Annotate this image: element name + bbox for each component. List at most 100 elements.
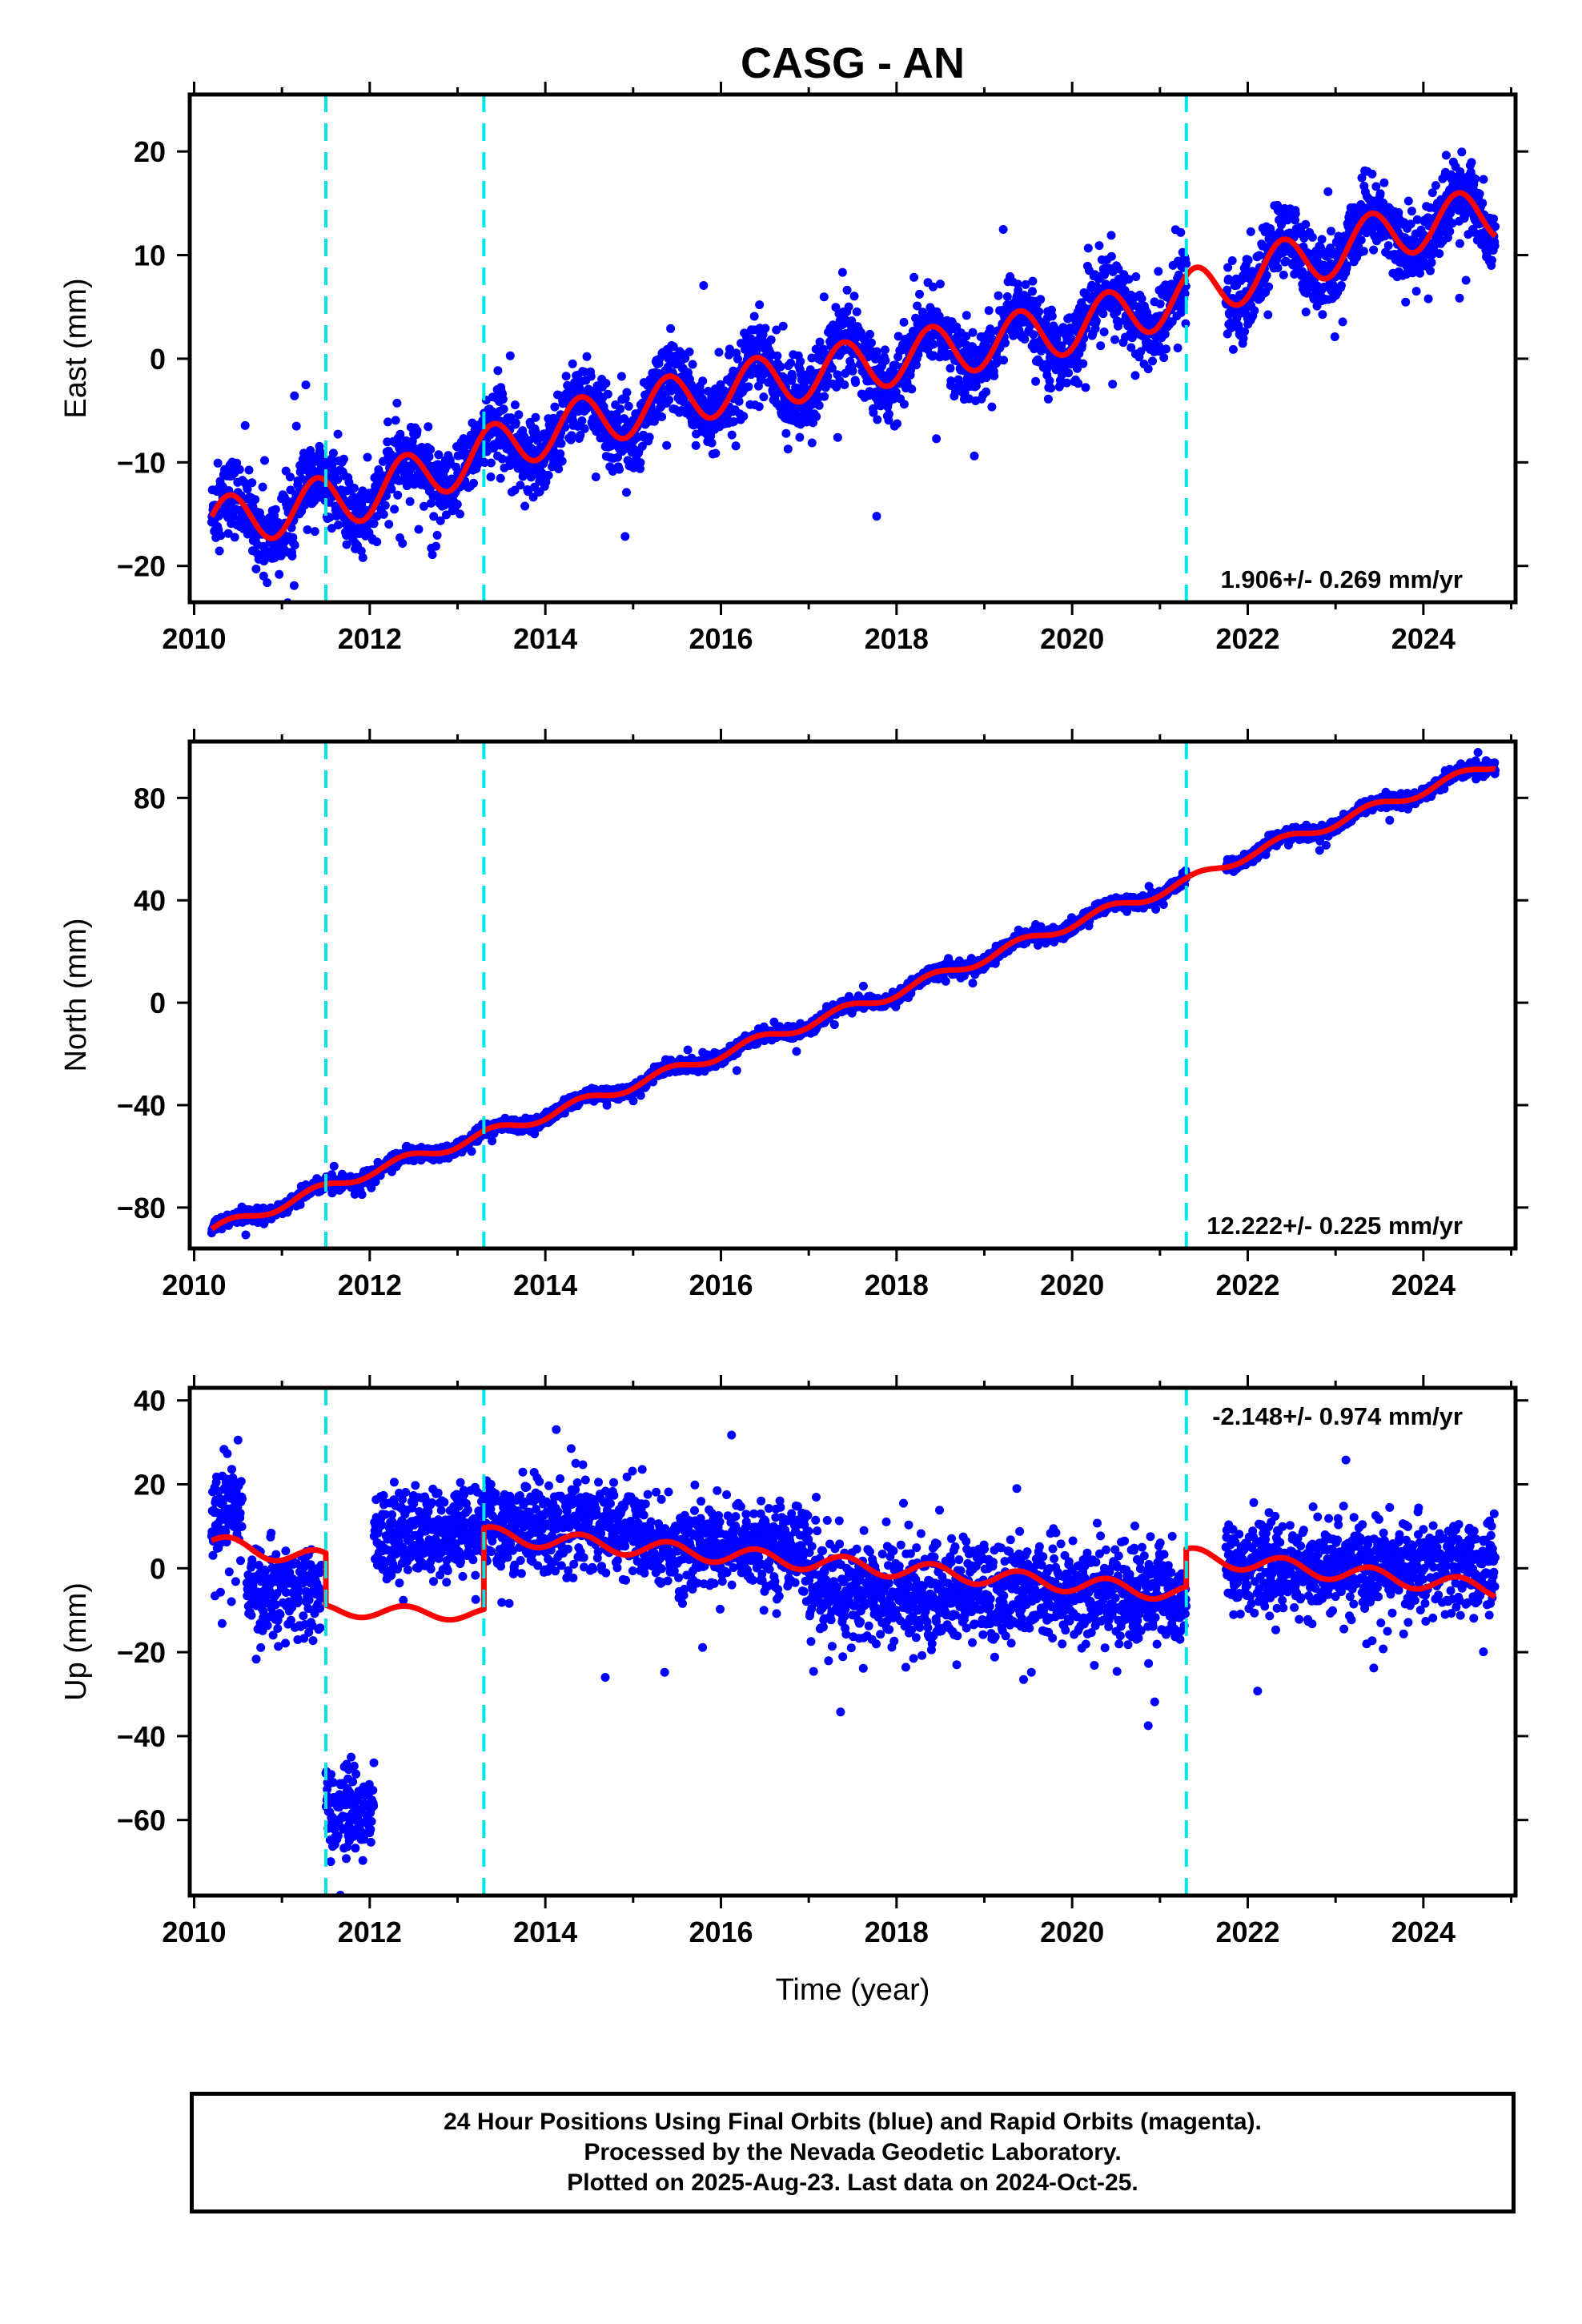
data-point: [579, 367, 588, 376]
data-point: [819, 292, 829, 302]
data-point: [911, 360, 921, 370]
data-point: [349, 484, 359, 493]
data-point: [1489, 214, 1498, 223]
data-point: [684, 368, 693, 377]
data-point: [624, 401, 633, 411]
data-point: [1098, 309, 1108, 319]
data-point: [344, 477, 354, 487]
data-point: [893, 332, 903, 341]
data-point: [290, 541, 299, 550]
data-point: [356, 546, 366, 556]
data-point: [333, 429, 343, 439]
data-point: [469, 478, 478, 488]
data-point: [263, 578, 272, 588]
data-point: [881, 356, 890, 365]
data-point: [739, 412, 749, 421]
data-point: [1375, 189, 1385, 199]
data-point: [1074, 379, 1083, 388]
data-point: [731, 441, 741, 451]
data-point: [796, 356, 805, 366]
data-point: [563, 380, 572, 390]
data-point: [303, 525, 312, 534]
data-point: [405, 497, 415, 506]
north-panel: 2010 2012 2014 2016 2018 2020 2022 2024−80−4004…: [59, 729, 1528, 1301]
data-point: [392, 398, 402, 408]
data-point: [216, 531, 226, 541]
data-point: [778, 321, 788, 331]
data-point: [865, 387, 874, 396]
data-point: [1318, 310, 1327, 320]
data-point: [814, 400, 824, 410]
x-tick-label: 2016: [689, 622, 753, 655]
data-point: [872, 512, 881, 521]
data-point: [1330, 332, 1339, 341]
x-tick-label: 2012: [338, 622, 402, 655]
data-point: [339, 454, 348, 464]
data-point: [688, 360, 697, 369]
data-point: [1100, 270, 1109, 279]
data-point: [840, 380, 849, 389]
data-point: [873, 415, 882, 424]
data-point: [567, 431, 576, 440]
data-point: [1479, 175, 1488, 184]
data-point: [1467, 158, 1476, 167]
data-point: [1427, 258, 1436, 267]
data-point: [1317, 235, 1327, 244]
data-point: [628, 463, 638, 472]
data-point: [260, 456, 269, 465]
data-point: [215, 546, 224, 556]
data-point: [1045, 376, 1054, 385]
y-tick-label: 0: [150, 343, 166, 376]
data-point: [1431, 181, 1440, 191]
data-point: [786, 358, 796, 368]
data-point: [497, 454, 507, 464]
data-point: [577, 416, 587, 425]
data-point: [833, 432, 842, 442]
data-point: [962, 311, 971, 320]
data-point: [1488, 255, 1496, 265]
y-tick-label: 10: [134, 239, 166, 272]
data-point: [795, 432, 805, 442]
data-point: [691, 440, 701, 450]
data-point: [913, 301, 922, 311]
data-point: [582, 352, 592, 361]
data-point: [1155, 300, 1165, 308]
data-point: [499, 404, 508, 414]
data-point: [1423, 294, 1433, 304]
data-point: [685, 347, 694, 356]
data-point: [452, 500, 462, 509]
data-point: [544, 471, 553, 480]
data-point: [1263, 310, 1273, 320]
data-point: [531, 412, 540, 422]
data-point: [259, 571, 268, 581]
data-point: [383, 417, 392, 427]
data-point: [881, 345, 889, 355]
data-point: [714, 348, 724, 357]
observation-points: [207, 147, 1500, 602]
data-point: [867, 338, 876, 348]
data-point: [241, 1230, 251, 1240]
data-point: [424, 422, 433, 432]
data-point: [380, 501, 390, 510]
data-point: [872, 347, 881, 356]
data-point: [568, 359, 577, 368]
data-point: [665, 396, 674, 404]
data-point: [329, 1161, 339, 1171]
data-point: [1307, 232, 1317, 242]
data-point: [1096, 341, 1106, 351]
data-point: [749, 312, 759, 321]
data-point: [333, 475, 343, 485]
x-tick-label: 2020: [1040, 622, 1104, 655]
data-point: [436, 516, 445, 525]
data-point: [287, 523, 296, 533]
data-point: [1028, 276, 1038, 286]
data-point: [1106, 251, 1116, 261]
data-point: [1336, 281, 1346, 290]
data-point: [1264, 282, 1274, 292]
data-point: [971, 381, 981, 391]
data-point: [1301, 308, 1311, 317]
data-point: [761, 324, 770, 333]
data-point: [1014, 286, 1023, 296]
data-point: [837, 267, 847, 277]
